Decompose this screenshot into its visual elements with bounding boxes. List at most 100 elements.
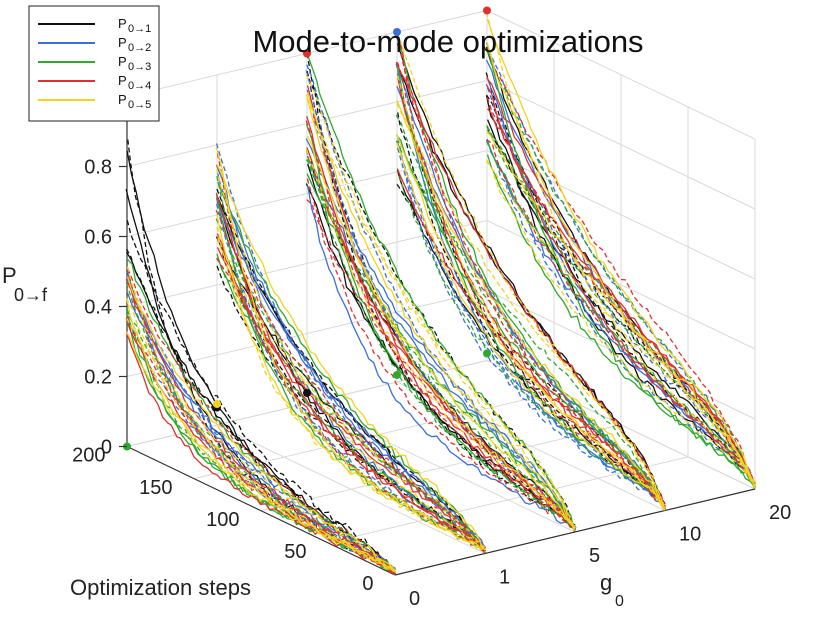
series-curve <box>305 74 576 531</box>
series-curve <box>307 158 576 532</box>
y-tick-label: 100 <box>206 509 239 531</box>
series-curve <box>215 197 485 553</box>
axis-layer <box>126 96 756 576</box>
series-curve <box>126 268 395 575</box>
x-tick-label: 0 <box>409 588 420 610</box>
series-curve <box>395 114 665 511</box>
series-curve <box>486 126 756 484</box>
series-curve <box>126 266 396 571</box>
series-curve <box>216 168 486 548</box>
endpoint-marker <box>213 400 221 408</box>
legend-label-sub: 0→2 <box>128 42 151 54</box>
series-curve <box>217 181 486 552</box>
series-curve <box>306 70 577 529</box>
x-tick-label: 20 <box>769 502 791 524</box>
series-curve <box>307 155 576 528</box>
series-curve <box>305 149 576 528</box>
legend: P 0→1P 0→2P 0→3P 0→4P 0→5 <box>28 5 160 122</box>
z-tick-label: 0.4 <box>84 297 112 319</box>
legend-label: P <box>118 73 127 88</box>
legend-label: P <box>118 54 127 69</box>
x-axis-label-main: g <box>600 570 612 595</box>
series-curve <box>486 131 756 487</box>
series-curve <box>127 268 396 573</box>
series-curve <box>216 214 486 551</box>
floor-gridline-y <box>260 424 622 512</box>
legend-label-sub: 0→5 <box>128 99 151 111</box>
series-curve <box>125 188 395 570</box>
series-curve <box>216 238 485 549</box>
series-curve <box>305 94 576 531</box>
series-curve <box>305 138 577 530</box>
z-axis-label: P 0→f <box>2 263 48 305</box>
series-curve <box>215 209 486 548</box>
series-curve <box>485 83 756 487</box>
series-curve <box>217 197 486 551</box>
series-curve <box>397 77 665 510</box>
series-curve <box>485 59 756 488</box>
series-curve <box>126 276 396 570</box>
series-curve <box>216 201 486 551</box>
legend-label-sub: 0→1 <box>128 23 151 35</box>
legend-label: P <box>118 92 127 107</box>
series-curve <box>126 220 395 569</box>
series-curve <box>305 51 576 533</box>
curve-group-g0-10 <box>395 32 667 511</box>
endpoint-marker <box>303 389 311 397</box>
series-curve <box>396 134 666 511</box>
y-axis-line <box>126 445 396 576</box>
grid-layer <box>126 10 756 576</box>
series-curve <box>126 318 396 571</box>
series-curve <box>127 276 397 573</box>
series-curve <box>485 94 756 486</box>
series-curve <box>305 120 576 527</box>
endpoint-marker <box>393 371 401 379</box>
series-curve <box>306 53 577 532</box>
z-tick-label: 0.8 <box>84 157 112 179</box>
z-tick-label: 0 <box>101 437 112 459</box>
endpoint-marker <box>303 49 311 58</box>
series-curve <box>396 75 666 510</box>
y-axis-label: Optimization steps <box>70 575 251 600</box>
series-curve <box>125 297 396 574</box>
series-curve <box>125 308 396 576</box>
series-curve <box>396 36 666 506</box>
series-curve <box>305 183 576 532</box>
series-curve <box>396 62 665 510</box>
series-curve <box>307 185 576 528</box>
y-tick-label: 0 <box>362 573 373 595</box>
series-curve <box>305 148 577 530</box>
z-axis-label-main: P <box>2 263 17 288</box>
series-curve <box>397 169 666 505</box>
tick-layer: 00.20.40.60.810501001502000151020 <box>72 87 791 611</box>
series-curve <box>486 51 756 485</box>
series-curve <box>305 124 576 529</box>
series-curve <box>396 65 665 510</box>
series-curve <box>215 164 486 548</box>
legend-item: P 0→3 <box>38 54 151 73</box>
z-tick-label: 0.2 <box>84 367 112 389</box>
series-curve <box>216 226 485 551</box>
series-curve <box>126 150 396 576</box>
curve-group-g0-20 <box>485 11 757 489</box>
z-axis-label-sub: 0→f <box>14 285 48 305</box>
curve-group-g0-5 <box>305 51 577 533</box>
series-curve <box>486 139 756 484</box>
endpoint-marker <box>483 6 491 15</box>
series-curve <box>125 282 396 573</box>
series-curve <box>486 159 756 483</box>
x-tick-label: 5 <box>589 545 600 567</box>
series-curve <box>396 140 665 508</box>
x-tick-label: 1 <box>499 567 510 589</box>
legend-label: P <box>118 35 127 50</box>
legend-box <box>28 5 160 122</box>
legend-item: P 0→4 <box>38 73 151 92</box>
series-curve <box>485 160 757 483</box>
series-curve <box>215 192 486 554</box>
series-curve <box>397 137 665 511</box>
floor-gridline-y <box>193 392 555 480</box>
series-curve <box>215 146 485 551</box>
endpoint-marker <box>393 28 401 36</box>
legend-item: P 0→5 <box>38 92 151 111</box>
